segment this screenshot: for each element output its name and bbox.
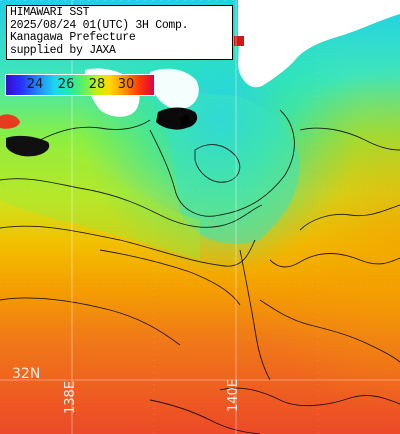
title-line-1: HIMAWARI SST xyxy=(10,6,90,19)
island-small xyxy=(180,114,190,126)
title-line-2: 2025/08/24 01(UTC) 3H Comp. xyxy=(10,18,189,32)
hot-pixel-marker xyxy=(234,36,244,46)
longitude-label-140e: 140E xyxy=(226,378,241,412)
title-line-4: supplied by JAXA xyxy=(10,43,116,57)
color-scale-bar xyxy=(5,74,155,96)
warm-coastal-patch xyxy=(0,114,20,129)
title-line-3: Kanagawa Prefecture xyxy=(10,31,136,45)
color-scale-label-24: 24 xyxy=(26,77,44,92)
color-scale-label-28: 28 xyxy=(88,77,106,92)
title-box: HIMAWARI SST 2025/08/24 01(UTC) 3H Comp.… xyxy=(6,5,233,60)
land-mass-bay xyxy=(150,68,199,110)
latitude-label-32n: 32N xyxy=(12,366,41,382)
land-coast-north xyxy=(330,0,400,10)
color-scale-label-30: 30 xyxy=(117,77,135,92)
color-scale-label-26: 26 xyxy=(57,77,75,92)
longitude-label-138e: 138E xyxy=(63,380,78,414)
mid-temp-band xyxy=(0,140,200,260)
isotherm-contours xyxy=(0,109,400,434)
cool-tongue xyxy=(150,90,300,244)
land-mass-honshu xyxy=(238,0,400,88)
island-west xyxy=(6,135,50,157)
